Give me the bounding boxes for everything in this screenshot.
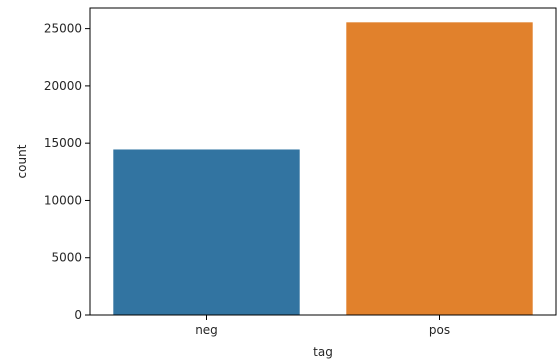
x-axis-ticks: neg pos (195, 315, 450, 337)
y-tick-label: 5000 (51, 251, 82, 265)
y-tick-label: 15000 (44, 136, 82, 150)
y-tick-label: 25000 (44, 22, 82, 36)
bar-neg (113, 149, 300, 315)
bar-pos (346, 22, 533, 315)
y-axis-label: count (15, 144, 29, 178)
axes-border (89, 7, 557, 316)
x-tick-label-neg: neg (195, 323, 218, 337)
y-tick-label: 10000 (44, 193, 82, 207)
y-axis-ticks: 0 5000 10000 15000 20000 25000 (44, 22, 90, 322)
bars-group (113, 22, 533, 315)
x-axis-label: tag (313, 345, 333, 359)
y-tick-label: 0 (74, 308, 82, 322)
x-tick-label-pos: pos (429, 323, 450, 337)
y-tick-label: 20000 (44, 79, 82, 93)
axes-frame (89, 7, 557, 316)
